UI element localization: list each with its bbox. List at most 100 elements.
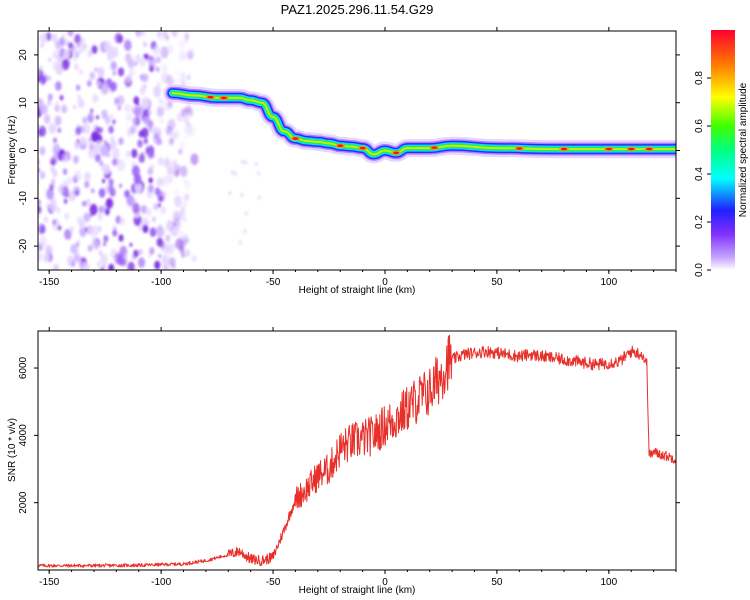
noise-blob bbox=[161, 62, 168, 73]
noise-blob bbox=[140, 31, 146, 37]
noise-blob bbox=[90, 188, 95, 194]
noise-blob bbox=[112, 229, 118, 237]
noise-blob bbox=[166, 219, 175, 232]
bottom-y-axis: 2000 4000 6000 bbox=[18, 356, 680, 514]
noise-blob bbox=[160, 46, 169, 59]
noise-blob bbox=[175, 70, 179, 76]
noise-blob bbox=[161, 189, 169, 200]
noise-blob bbox=[151, 231, 155, 236]
noise-blob bbox=[179, 245, 185, 254]
noise-blob bbox=[165, 35, 170, 41]
noise-blob bbox=[86, 224, 94, 236]
noise-blob bbox=[74, 63, 79, 71]
noise-blob bbox=[70, 260, 76, 268]
noise-blob bbox=[66, 176, 73, 185]
noise-blob bbox=[156, 237, 163, 247]
y-tick-label: 10 bbox=[18, 97, 29, 109]
noise-blob bbox=[148, 184, 154, 193]
noise-blob bbox=[178, 148, 183, 155]
y-tick-label: -10 bbox=[18, 191, 29, 206]
noise-blob bbox=[55, 101, 59, 106]
noise-blob bbox=[52, 51, 58, 59]
noise-blob bbox=[85, 198, 91, 207]
noise-blob bbox=[113, 252, 123, 265]
noise-blob bbox=[126, 194, 135, 207]
noise-blob bbox=[83, 212, 91, 223]
noise-blob bbox=[157, 202, 161, 208]
noise-blob bbox=[49, 184, 54, 191]
top-y-label: Frequency (Hz) bbox=[7, 116, 18, 185]
noise-blob bbox=[95, 126, 101, 134]
noise-blob bbox=[167, 100, 173, 109]
noise-blob bbox=[108, 125, 114, 134]
x-tick-label: -150 bbox=[39, 277, 59, 288]
noise-blob bbox=[75, 84, 81, 91]
ridge-hotspot-red bbox=[393, 151, 400, 155]
x-tick-label: -100 bbox=[151, 577, 171, 588]
noise-blob bbox=[59, 94, 64, 101]
noise-blob bbox=[244, 160, 248, 165]
noise-blob bbox=[77, 94, 81, 100]
bottom-x-label: Height of straight line (km) bbox=[299, 585, 416, 596]
noise-blob bbox=[42, 253, 50, 263]
y-tick-label: 20 bbox=[18, 49, 29, 61]
noise-blob bbox=[138, 248, 143, 256]
noise-blob bbox=[103, 242, 106, 247]
noise-blob bbox=[126, 113, 132, 122]
noise-blob bbox=[173, 195, 183, 208]
noise-blob bbox=[106, 51, 114, 62]
noise-blob bbox=[165, 125, 173, 136]
noise-blob bbox=[130, 125, 137, 134]
noise-blob bbox=[119, 217, 126, 226]
noise-blob bbox=[61, 153, 69, 164]
noise-blob bbox=[67, 31, 74, 37]
noise-blob bbox=[100, 82, 109, 95]
noise-blob bbox=[29, 84, 33, 90]
noise-blob bbox=[118, 137, 124, 145]
noise-blob bbox=[50, 166, 56, 174]
noise-blob bbox=[150, 163, 155, 170]
colorbar-tick-label: 0.6 bbox=[694, 119, 705, 133]
ridge-hotspot-red bbox=[431, 146, 438, 149]
noise-blob bbox=[54, 104, 60, 113]
ridge-hotspot-red bbox=[605, 147, 612, 151]
ridge-hotspot-red bbox=[207, 95, 214, 99]
noise-blob bbox=[127, 261, 135, 270]
noise-blob bbox=[82, 200, 87, 207]
noise-blob bbox=[181, 252, 186, 258]
noise-blob bbox=[46, 188, 54, 200]
x-tick-label: -100 bbox=[151, 277, 171, 288]
x-tick-label: 100 bbox=[600, 277, 617, 288]
noise-blob bbox=[178, 230, 186, 241]
noise-blob bbox=[74, 141, 80, 150]
noise-blob bbox=[91, 225, 100, 237]
noise-blob bbox=[231, 170, 235, 175]
noise-blob bbox=[38, 213, 41, 219]
y-tick-label: 4000 bbox=[18, 424, 29, 447]
noise-blob bbox=[111, 140, 117, 148]
noise-blob bbox=[38, 223, 42, 228]
noise-blob bbox=[152, 44, 161, 56]
noise-blob bbox=[57, 225, 62, 231]
noise-blob bbox=[135, 54, 141, 63]
noise-blob bbox=[161, 175, 170, 187]
noise-blob bbox=[88, 137, 92, 143]
chart-title: PAZ1.2025.296.11.54.G29 bbox=[281, 2, 434, 17]
noise-blob bbox=[106, 152, 111, 158]
noise-blob bbox=[165, 234, 171, 242]
noise-blob bbox=[73, 155, 79, 164]
noise-blob bbox=[108, 185, 114, 194]
noise-blob bbox=[75, 242, 80, 248]
noise-blob bbox=[104, 208, 110, 216]
x-tick-label: 0 bbox=[382, 277, 388, 288]
noise-blob bbox=[38, 158, 40, 166]
noise-blob bbox=[180, 72, 186, 81]
noise-blob bbox=[182, 107, 190, 117]
noise-blob bbox=[98, 188, 106, 198]
noise-blob bbox=[148, 253, 152, 259]
colorbar-tick-label: 0.2 bbox=[694, 215, 705, 229]
noise-blob bbox=[101, 109, 108, 119]
noise-blob bbox=[89, 203, 98, 216]
